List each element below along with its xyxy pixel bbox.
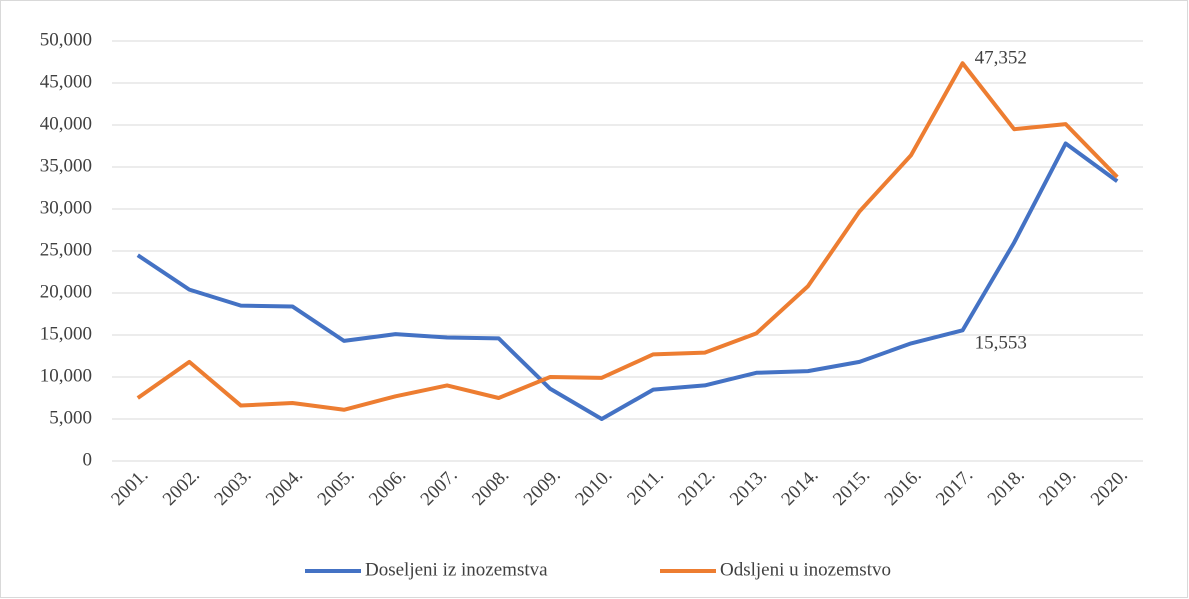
y-tick-label: 35,000: [40, 155, 92, 176]
data-label: 15,553: [975, 333, 1027, 354]
legend-label: Odsljeni u inozemstvo: [720, 559, 891, 580]
data-label: 47,352: [975, 48, 1027, 69]
y-tick-label: 50,000: [40, 29, 92, 50]
y-tick-label: 25,000: [40, 239, 92, 260]
legend-label: Doseljeni iz inozemstva: [365, 559, 548, 580]
series-line: [136, 61, 1119, 412]
y-tick-label: 30,000: [40, 197, 92, 218]
series-line: [136, 141, 1119, 421]
y-tick-label: 20,000: [40, 281, 92, 302]
y-tick-label: 40,000: [40, 113, 92, 134]
y-tick-label: 10,000: [40, 365, 92, 386]
y-tick-label: 5,000: [49, 407, 92, 428]
y-tick-label: 15,000: [40, 323, 92, 344]
y-tick-label: 45,000: [40, 71, 92, 92]
y-tick-label: 0: [83, 449, 93, 470]
